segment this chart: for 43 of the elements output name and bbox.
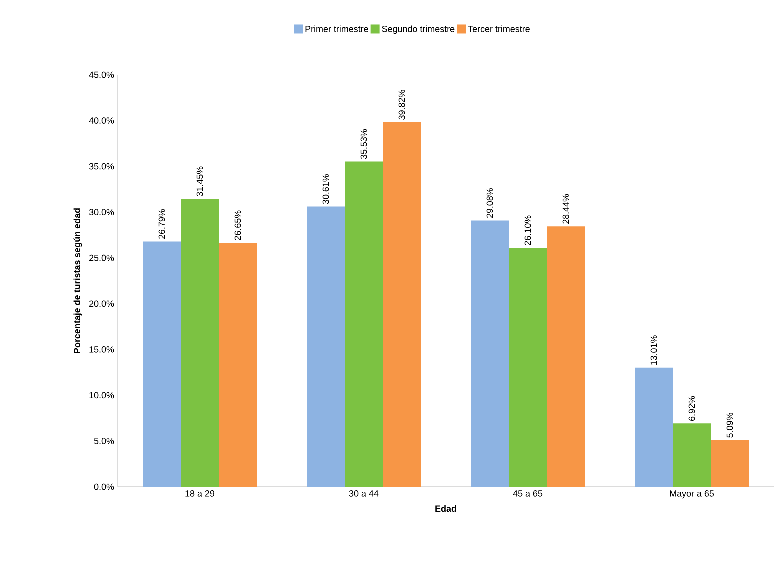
data-label: 39.82%	[398, 90, 406, 120]
bar	[345, 162, 384, 487]
bar	[635, 368, 674, 487]
y-tick-label: 10.0%	[90, 392, 114, 399]
x-tick-label: 30 a 44	[349, 490, 379, 497]
x-tick-label: 18 a 29	[186, 490, 215, 497]
bar	[673, 424, 712, 487]
data-label: 35.53%	[360, 129, 368, 160]
bar	[471, 220, 510, 487]
data-label: 31.45%	[196, 166, 204, 197]
y-tick-label: 45.0%	[89, 72, 114, 78]
bar	[509, 248, 548, 487]
data-label: 26.79%	[158, 209, 166, 240]
x-tick-label: 45 a 65	[513, 490, 543, 497]
x-tick-label: Mayor a 65	[670, 490, 714, 499]
y-tick-label: 40.0%	[89, 118, 114, 124]
y-tick-label: 15.0%	[90, 346, 114, 353]
data-label: 26.65%	[234, 210, 242, 240]
data-label: 30.61%	[322, 174, 330, 204]
legend-label: Primer trimestre	[306, 26, 368, 32]
bar	[143, 242, 181, 487]
data-label: 29.08%	[486, 188, 494, 218]
y-tick-label: 20.0%	[90, 300, 114, 308]
bar	[547, 226, 586, 487]
y-axis-title: Porcentaje de turistas según edad	[74, 208, 82, 354]
legend-label: Tercer trimestre	[468, 26, 530, 32]
data-label: 5.09%	[726, 413, 734, 438]
bar	[181, 199, 219, 487]
y-tick-label: 5.0%	[94, 438, 114, 444]
y-tick-label: 25.0%	[90, 254, 114, 262]
data-label: 6.92%	[688, 396, 696, 421]
data-label: 13.01%	[650, 336, 658, 366]
y-tick-label: 35.0%	[89, 163, 114, 170]
data-label: 26.10%	[524, 216, 532, 246]
bar	[383, 122, 422, 487]
y-tick-label: 0.0%	[94, 484, 114, 490]
x-axis-title: Edad	[436, 505, 456, 512]
bar	[711, 440, 750, 487]
bar	[307, 206, 345, 487]
bar	[219, 243, 257, 487]
data-label: 28.44%	[562, 194, 570, 224]
y-tick-label: 30.0%	[89, 209, 114, 216]
legend-label: Segundo trimestre	[382, 26, 455, 34]
